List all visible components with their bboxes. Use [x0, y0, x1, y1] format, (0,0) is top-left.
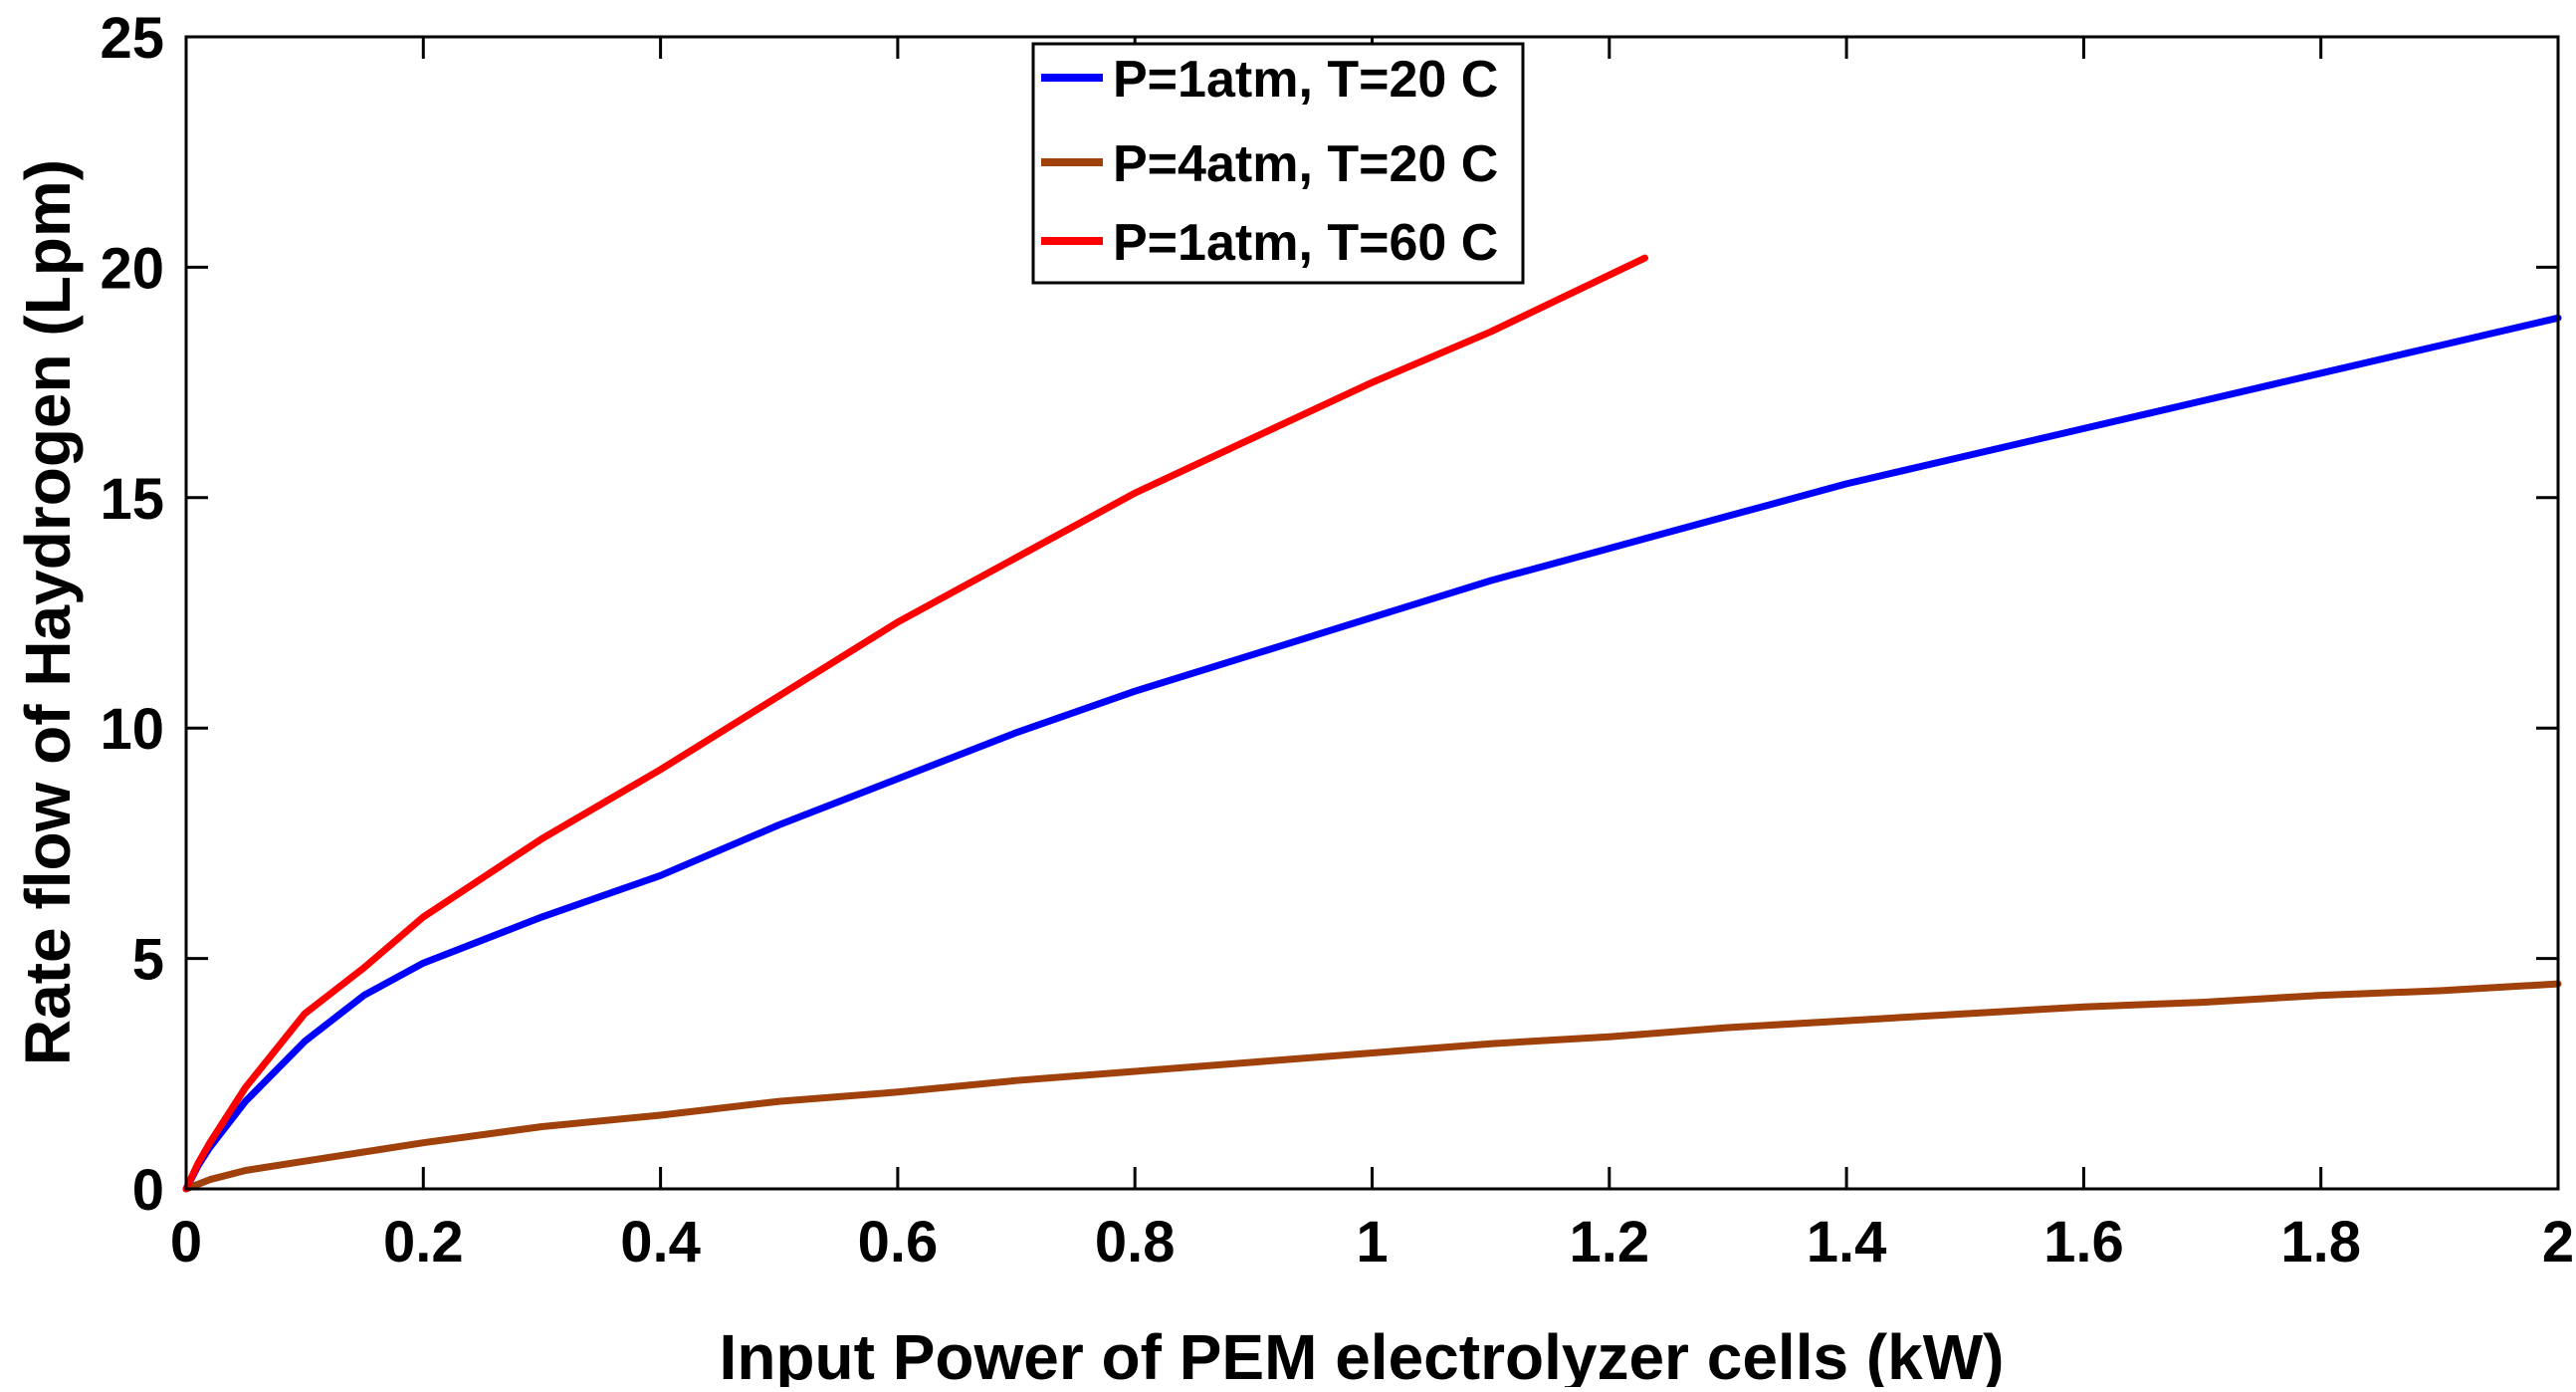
x-tick-label: 0.2 [383, 1210, 464, 1275]
x-tick-label: 2 [2542, 1210, 2574, 1275]
ticks-layer [184, 35, 2560, 1191]
legend: P=1atm, T=20 C P=4atm, T=20 C P=1atm, T=… [1031, 42, 1525, 285]
x-tick-label: 1.4 [1807, 1210, 1887, 1275]
y-tick-label: 5 [132, 928, 164, 993]
series-line-1 [182, 314, 2562, 1193]
series-line-3 [182, 254, 1648, 1193]
legend-label-2: P=4atm, T=20 C [1113, 135, 1498, 193]
series-line-2 [182, 980, 2562, 1193]
y-tick-label: 15 [100, 467, 164, 532]
legend-label-1: P=1atm, T=20 C [1113, 51, 1498, 109]
series-layer [182, 254, 2562, 1193]
x-tick-label: 1.2 [1569, 1210, 1649, 1275]
legend-label-3: P=1atm, T=60 C [1113, 214, 1498, 272]
legend-box [1031, 42, 1525, 285]
x-tick-label: 0 [170, 1210, 202, 1275]
x-tick-labels: 0 0.2 0.4 0.6 0.8 1 1.2 1.4 1.6 1.8 2 [170, 1210, 2574, 1275]
x-tick-label: 0.8 [1095, 1210, 1176, 1275]
y-tick-label: 0 [132, 1158, 164, 1223]
y-tick-label: 25 [100, 6, 164, 71]
y-tick-labels: 0 5 10 15 20 25 [100, 6, 164, 1223]
y-tick-label: 10 [100, 697, 164, 762]
y-tick-label: 20 [100, 236, 164, 301]
y-axis-label: Rate flow of Haydrogen (Lpm) [12, 159, 84, 1065]
x-tick-label: 1 [1356, 1210, 1388, 1275]
x-tick-label: 1.6 [2043, 1210, 2124, 1275]
x-tick-label: 1.8 [2280, 1210, 2361, 1275]
x-tick-label: 0.6 [858, 1210, 939, 1275]
x-axis-label: Input Power of PEM electrolyzer cells (k… [720, 1321, 2005, 1387]
x-tick-label: 0.4 [620, 1210, 701, 1275]
